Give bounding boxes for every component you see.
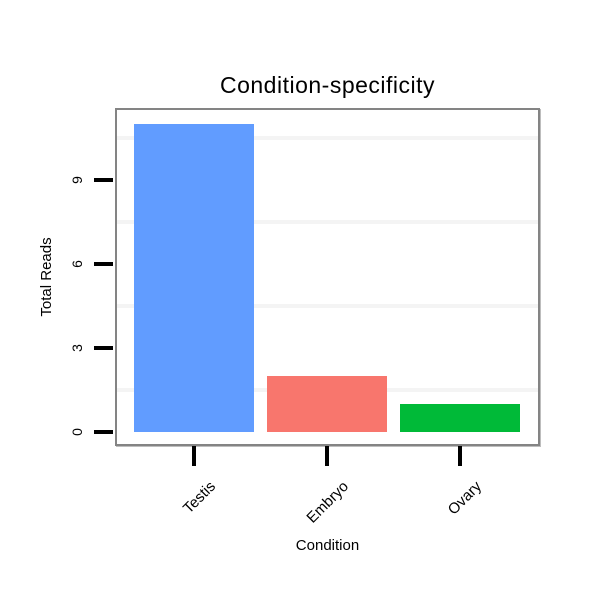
minor-gridline	[117, 136, 538, 140]
minor-gridline	[117, 220, 538, 224]
bar-embryo	[267, 376, 387, 432]
y-tick	[94, 430, 113, 434]
y-tick-label: 9	[69, 176, 85, 184]
chart-title: Condition-specificity	[219, 72, 436, 98]
y-tick-label: 6	[69, 260, 85, 268]
x-axis-label: Condition	[295, 537, 360, 554]
x-tick	[192, 446, 196, 466]
bar-testis	[134, 124, 254, 432]
plot-panel	[115, 108, 540, 446]
x-tick	[325, 446, 329, 466]
y-tick-label: 0	[69, 428, 85, 436]
minor-gridline	[117, 304, 538, 308]
bar-ovary	[400, 404, 520, 432]
y-tick	[94, 262, 113, 266]
y-tick	[94, 346, 113, 350]
y-tick-label: 3	[69, 344, 85, 352]
x-tick	[458, 446, 462, 466]
y-tick	[94, 178, 113, 182]
y-axis-label: Total Reads	[38, 237, 55, 317]
